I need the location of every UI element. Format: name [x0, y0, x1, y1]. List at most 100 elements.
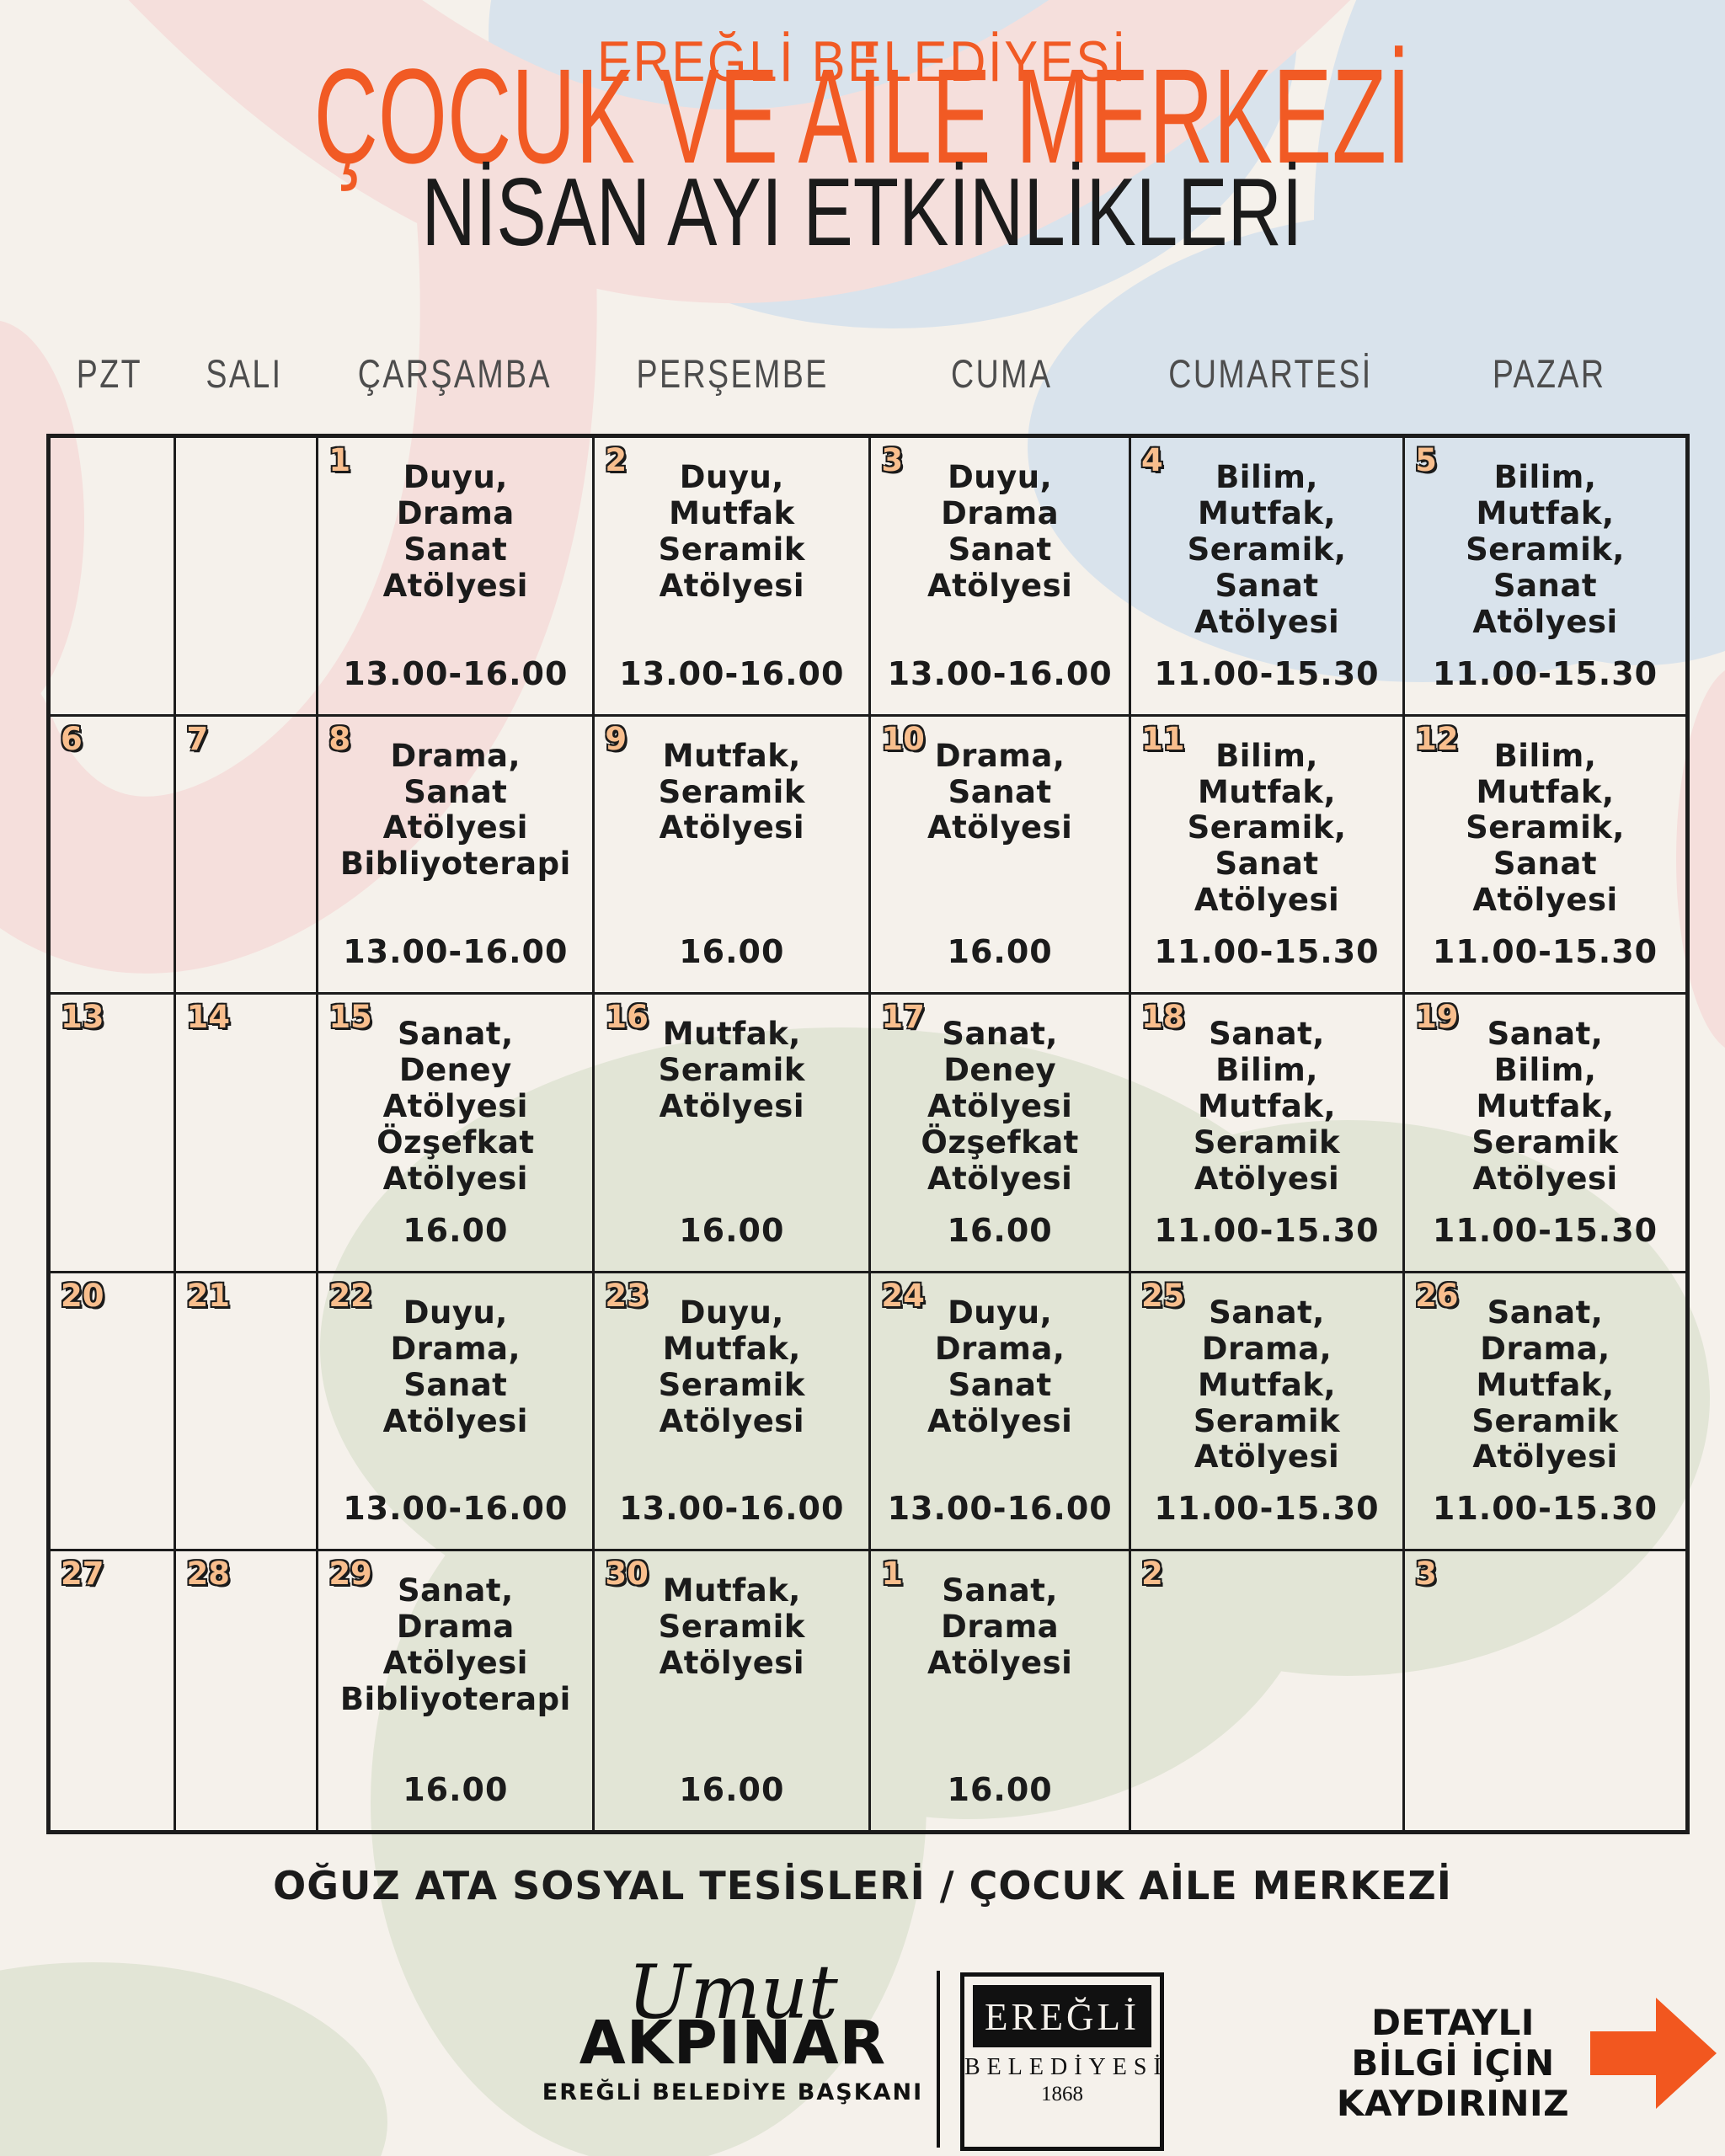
cell-activities: Duyu, Drama, Sanat Atölyesi [382, 1294, 528, 1439]
center-title: ÇOCUK VE AİLE MERKEZİ [0, 49, 1725, 184]
municipality-title-text: EREĞLİ BELEDİYESİ [596, 29, 1129, 93]
cell-time: 11.00-15.30 [1432, 1490, 1658, 1528]
day-number: 16 [605, 999, 649, 1036]
cell-time: 11.00-15.30 [1154, 1211, 1380, 1249]
logo-year: 1868 [1041, 2083, 1083, 2105]
calendar-cell: 18 Sanat, Bilim, Mutfak, Seramik Atölyesi… [1130, 995, 1406, 1273]
mayor-signature: Umut AKPINAR EREĞLİ BELEDİYE BAŞKANI [539, 1949, 927, 2106]
day-header-4: PERŞEMBE [594, 350, 872, 397]
day-number: 12 [1415, 720, 1459, 757]
day-number: 30 [605, 1556, 649, 1593]
calendar-cell: 26 Sanat, Drama, Mutfak, Seramik Atölyesi… [1405, 1273, 1685, 1552]
day-number: 23 [605, 1277, 649, 1314]
calendar-cell: 24 Duyu, Drama, Sanat Atölyesi 13.00-16.00 [871, 1273, 1131, 1552]
calendar-cell: 30 Mutfak, Seramik Atölyesi 16.00 [595, 1551, 872, 1830]
calendar-cell: 14 [176, 995, 319, 1273]
green-blob-corner [0, 1962, 387, 2156]
calendar-cell: 7 [176, 716, 319, 995]
day-header-label: CUMARTESİ [1167, 351, 1373, 396]
arrow-right-icon [1590, 1998, 1717, 2109]
day-header-label: PAZAR [1492, 351, 1605, 396]
cell-activities: Duyu, Drama Sanat Atölyesi [927, 459, 1073, 604]
day-header-label: CUMA [951, 351, 1053, 396]
day-number: 3 [881, 442, 904, 478]
calendar-cell: 27 [51, 1551, 177, 1830]
calendar-cell: 16 Mutfak, Seramik Atölyesi 16.00 [595, 995, 872, 1273]
cell-activities: Bilim, Mutfak, Seramik, Sanat Atölyesi [1187, 737, 1347, 919]
cell-time: 13.00-16.00 [343, 933, 569, 971]
calendar-cell: 21 [176, 1273, 319, 1552]
calendar-cell: 3 [1405, 1551, 1685, 1830]
day-number: 26 [1415, 1277, 1459, 1314]
cta-text: DETAYLI BİLGİ İÇİN KAYDIRINIZ [1336, 2002, 1570, 2124]
calendar-cell: 10 Drama, Sanat Atölyesi 16.00 [871, 716, 1131, 995]
cell-time: 16.00 [403, 1771, 509, 1808]
cell-activities: Duyu, Mutfak Seramik Atölyesi [658, 459, 805, 604]
cell-activities: Duyu, Mutfak, Seramik Atölyesi [658, 1294, 805, 1439]
day-number: 2 [1140, 1556, 1163, 1593]
cell-time: 11.00-15.30 [1154, 1490, 1380, 1528]
calendar-cell: 1 Sanat, Drama Atölyesi 16.00 [871, 1551, 1131, 1830]
cell-time: 13.00-16.00 [619, 1490, 845, 1528]
cell-time: 11.00-15.30 [1432, 654, 1658, 692]
logo-name: EREĞLİ [973, 1985, 1151, 2047]
day-header-5: CUMA [871, 350, 1132, 397]
day-number: 13 [61, 999, 104, 1036]
day-number: 21 [186, 1277, 230, 1314]
cell-activities: Sanat, Bilim, Mutfak, Seramik Atölyesi [1471, 1016, 1619, 1197]
day-number: 1 [881, 1556, 904, 1593]
blue-blob-weekend [1028, 211, 1725, 682]
day-number: 19 [1415, 999, 1459, 1036]
cell-activities: Drama, Sanat Atölyesi Bibliyoterapi [339, 737, 571, 883]
calendar-cell: 6 [51, 716, 177, 995]
cell-activities: Bilim, Mutfak, Seramik, Sanat Atölyesi [1187, 459, 1347, 640]
cell-activities: Sanat, Drama, Mutfak, Seramik Atölyesi [1471, 1294, 1619, 1476]
day-header-1: PZT [46, 350, 173, 397]
day-header-label: ÇARŞAMBA [357, 351, 552, 396]
cell-activities: Sanat, Drama Atölyesi Bibliyoterapi [339, 1572, 571, 1718]
day-number: 3 [1415, 1556, 1437, 1593]
center-title-text: ÇOCUK VE AİLE MERKEZİ [313, 40, 1412, 191]
cell-activities: Sanat, Deney Atölyesi Özşefkat Atölyesi [921, 1016, 1079, 1197]
cell-time: 16.00 [679, 1771, 785, 1808]
cell-time: 13.00-16.00 [343, 654, 569, 692]
logo-sub: BELEDİYESİ [964, 2054, 1168, 2080]
cell-activities: Sanat, Deney Atölyesi Özşefkat Atölyesi [377, 1016, 535, 1197]
calendar-cell: 3 Duyu, Drama Sanat Atölyesi 13.00-16.00 [871, 438, 1131, 717]
day-number: 10 [881, 720, 925, 757]
cell-time: 11.00-15.30 [1432, 933, 1658, 971]
municipality-logo: EREĞLİ BELEDİYESİ 1868 [960, 1972, 1164, 2151]
mayor-last-name: AKPINAR [579, 2008, 887, 2078]
cell-activities: Mutfak, Seramik Atölyesi [658, 1572, 805, 1682]
cell-time: 11.00-15.30 [1432, 1211, 1658, 1249]
day-number: 14 [186, 999, 230, 1036]
cell-time: 16.00 [947, 1211, 1053, 1249]
pink-blob-left [0, 321, 84, 723]
mayor-first-name: Umut [628, 1949, 838, 2036]
cell-activities: Bilim, Mutfak, Seramik, Sanat Atölyesi [1466, 737, 1625, 919]
cell-time: 16.00 [679, 933, 785, 971]
day-number: 15 [328, 999, 372, 1036]
day-number: 24 [881, 1277, 925, 1314]
municipality-title: EREĞLİ BELEDİYESİ [0, 29, 1725, 94]
day-number: 4 [1140, 442, 1163, 478]
cell-time: 16.00 [403, 1211, 509, 1249]
day-header-label: PZT [76, 351, 143, 396]
cell-time: 11.00-15.30 [1154, 654, 1380, 692]
pink-ribbon-side [0, 131, 597, 974]
day-number: 20 [61, 1277, 104, 1314]
calendar-cell: 1 Duyu, Drama Sanat Atölyesi 13.00-16.00 [318, 438, 595, 717]
calendar-cell: 12 Bilim, Mutfak, Seramik, Sanat Atölyesi… [1405, 717, 1685, 995]
calendar-cell: 25 Sanat, Drama, Mutfak, Seramik Atölyesi… [1130, 1273, 1406, 1552]
calendar-cell: 17 Sanat, Deney Atölyesi Özşefkat Atölyes… [871, 995, 1131, 1273]
calendar-cell: 20 [51, 1273, 177, 1552]
pink-ribbon-top [128, 0, 1351, 304]
cell-time: 13.00-16.00 [887, 1490, 1113, 1528]
cell-activities: Mutfak, Seramik Atölyesi [658, 1016, 805, 1124]
calendar-cell: 9 Mutfak, Seramik Atölyesi 16.00 [595, 716, 872, 995]
calendar-cell: 23 Duyu, Mutfak, Seramik Atölyesi 13.00-16… [595, 1273, 872, 1552]
day-number: 27 [61, 1556, 104, 1593]
day-number: 6 [61, 720, 83, 757]
green-blob-tail [371, 1440, 927, 2156]
calendar-cell: 5 Bilim, Mutfak, Seramik, Sanat Atölyesi 1… [1405, 438, 1685, 717]
